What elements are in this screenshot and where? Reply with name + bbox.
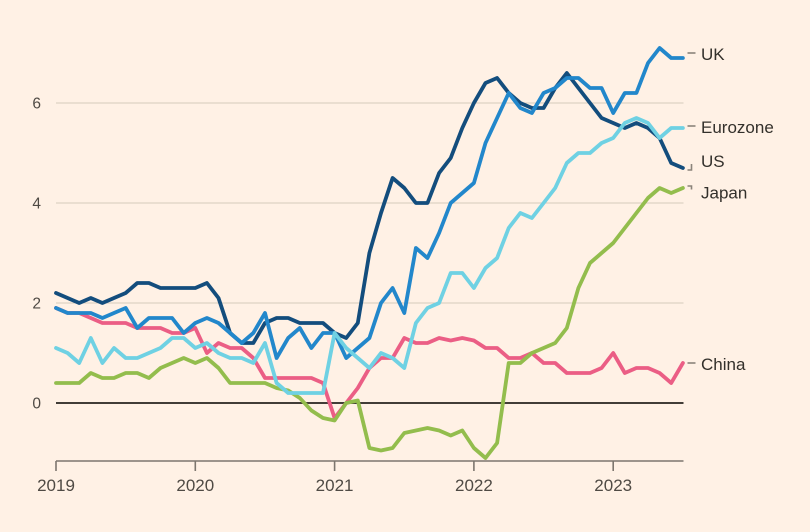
x-tick-label-2021: 2021: [316, 476, 354, 495]
series-label-china: China: [701, 355, 746, 374]
series-label-uk: UK: [701, 45, 725, 64]
y-tick-label-2: 2: [32, 296, 41, 313]
series-line-eurozone: [54, 116, 685, 395]
x-tick-label-2023: 2023: [594, 476, 632, 495]
series-label-us: US: [701, 152, 725, 171]
series-line-japan: [54, 186, 685, 460]
series-label-eurozone: Eurozone: [701, 118, 774, 137]
y-tick-label-4: 4: [32, 196, 41, 213]
x-tick-label-2022: 2022: [455, 476, 493, 495]
series-line-uk: [54, 46, 685, 360]
y-tick-label-0: 0: [32, 396, 41, 413]
series-leader-japan: [687, 185, 693, 190]
series-leader-us: [687, 164, 693, 171]
series-line-us: [54, 71, 685, 345]
series-label-japan: Japan: [701, 184, 747, 203]
y-tick-label-6: 6: [32, 96, 41, 113]
x-tick-label-2019: 2019: [37, 476, 75, 495]
x-tick-label-2020: 2020: [176, 476, 214, 495]
